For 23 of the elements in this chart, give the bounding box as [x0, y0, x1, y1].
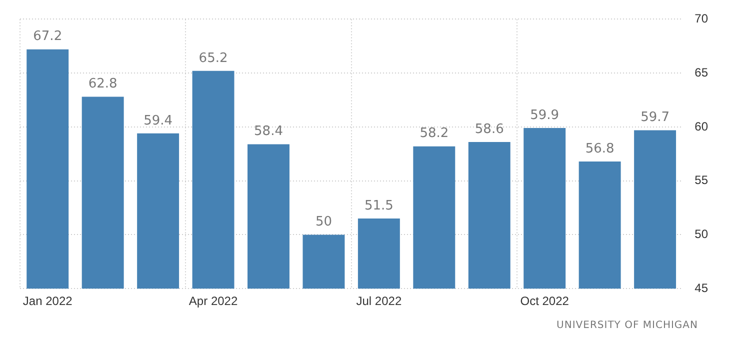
x-tick-label: Jan 2022	[22, 294, 73, 308]
data-label: 59.7	[640, 110, 670, 126]
y-tick-label: 45	[694, 280, 708, 295]
y-tick-label: 60	[694, 119, 708, 134]
data-label: 59.4	[144, 113, 173, 128]
data-label: 59.9	[530, 108, 560, 123]
data-label: 51.5	[364, 198, 394, 214]
data-label: 56.8	[585, 141, 614, 156]
x-tick-label: Jul 2022	[356, 294, 402, 308]
data-label: 58.6	[474, 122, 504, 137]
data-label: 65.2	[198, 50, 228, 66]
text: UNIVERSITY OF MICHIGAN	[556, 320, 698, 331]
data-label: 50	[315, 214, 332, 230]
data-label: 67.2	[33, 29, 62, 44]
data-label: 62.8	[88, 76, 118, 92]
data-label: 58.2	[420, 126, 449, 142]
data-label: 58.4	[254, 124, 283, 140]
y-tick-label: 70	[694, 12, 708, 26]
x-tick-label: Apr 2022	[188, 294, 238, 308]
y-tick-label: 65	[694, 65, 708, 80]
x-tick-label: Oct 2022	[520, 294, 570, 308]
y-tick-label: 50	[694, 227, 708, 242]
y-tick-label: 55	[694, 173, 708, 188]
